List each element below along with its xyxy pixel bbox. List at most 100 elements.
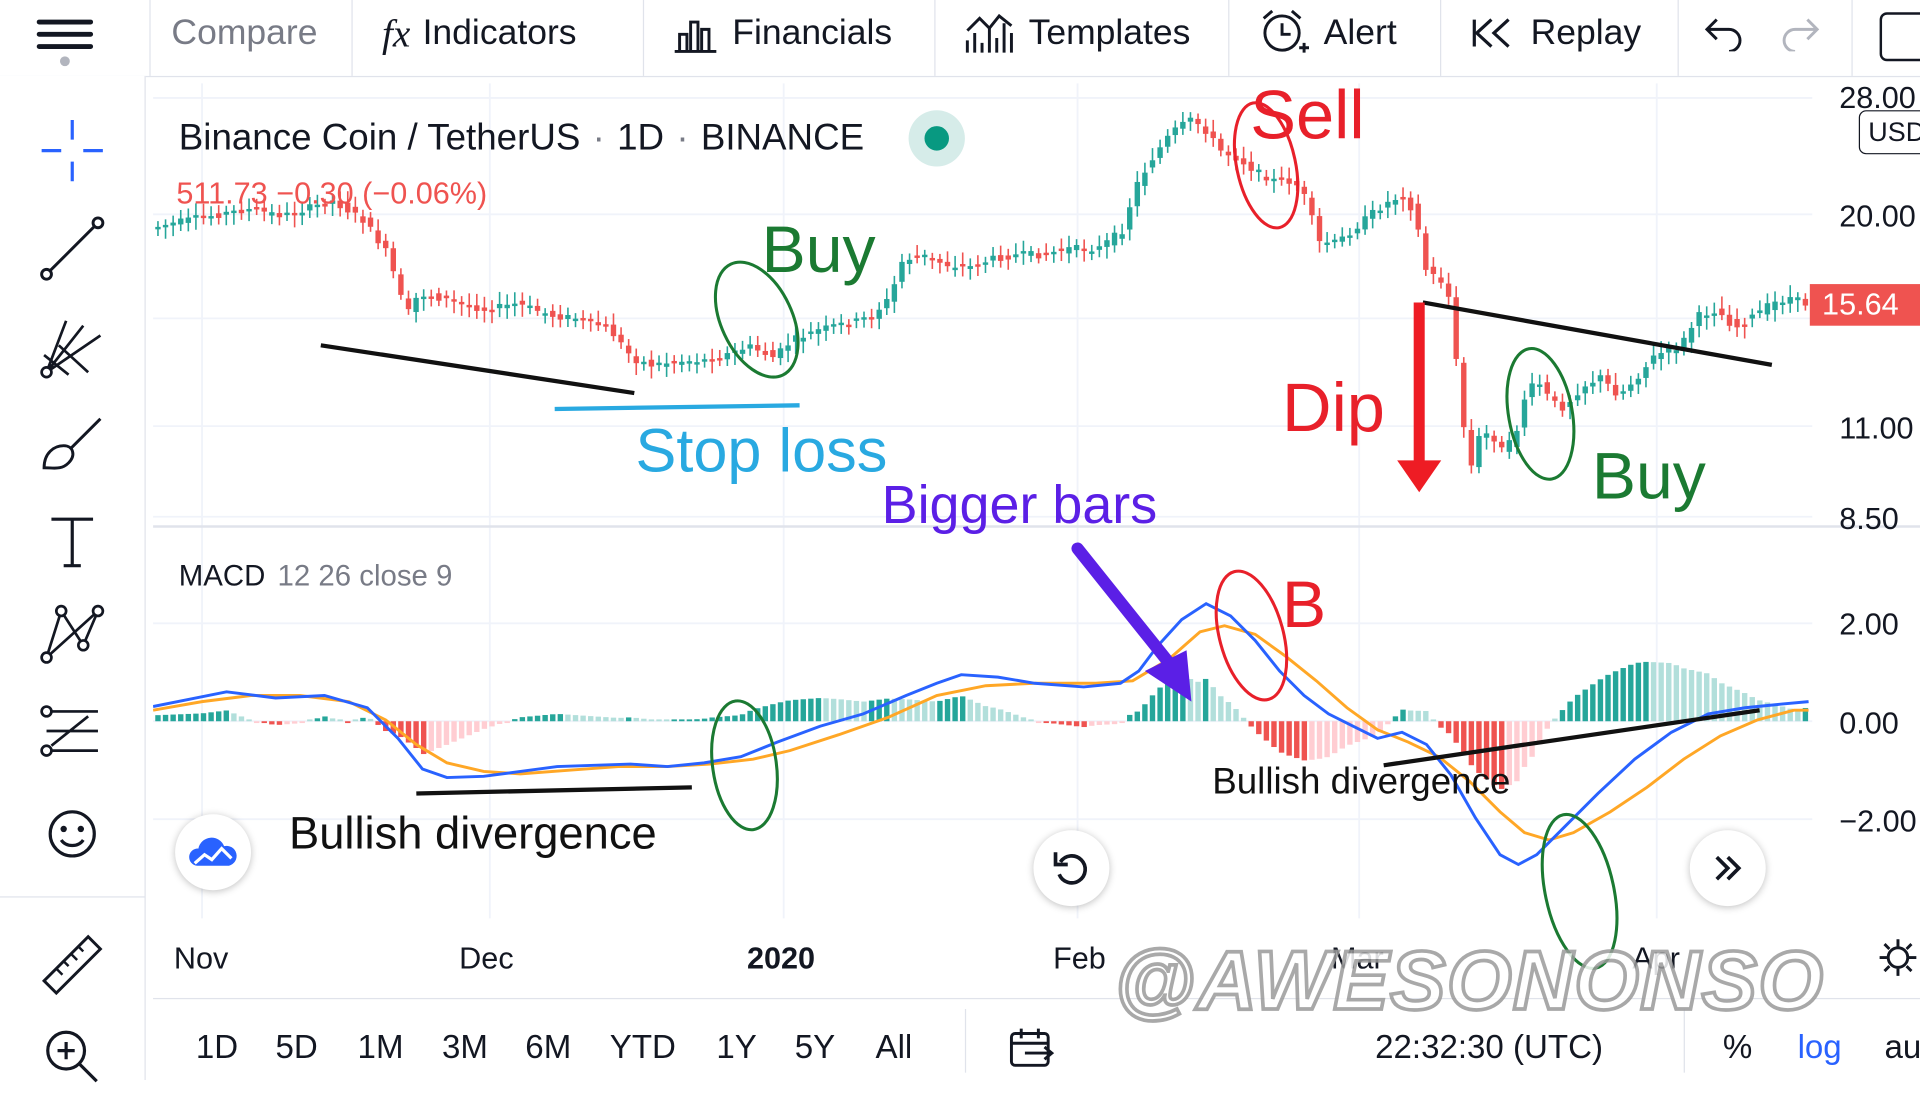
compare-button[interactable]: Compare: [171, 0, 317, 66]
indicators-button[interactable]: fx Indicators: [382, 0, 576, 66]
chart-pane[interactable]: Binance Coin / TetherUS · 1D · BINANCE 5…: [152, 76, 1920, 995]
histogram-bar: [1643, 661, 1649, 722]
candle-body: [200, 215, 207, 219]
macd-histogram: [155, 661, 1809, 789]
timeframe-all[interactable]: All: [875, 1028, 913, 1066]
trend-line-icon[interactable]: [34, 211, 110, 287]
candle-body: [1225, 151, 1232, 156]
reset-chart-button[interactable]: [1033, 830, 1110, 907]
candle-body: [1096, 246, 1103, 250]
drawing-toolbar: [0, 75, 146, 1083]
timeframe-5y[interactable]: 5Y: [794, 1028, 836, 1066]
scroll-to-realtime-button[interactable]: [1689, 830, 1766, 907]
settings-gear-icon[interactable]: [1877, 937, 1919, 979]
financials-button[interactable]: Financials: [671, 0, 892, 66]
candle-body: [1339, 236, 1345, 242]
currency-button[interactable]: USD: [1858, 110, 1920, 155]
market-status-icon[interactable]: [908, 110, 965, 167]
histogram-bar: [686, 719, 693, 722]
candle-body: [610, 324, 617, 337]
log-toggle[interactable]: log: [1797, 1028, 1842, 1066]
menu-button[interactable]: [36, 12, 94, 71]
fullscreen-button[interactable]: [1879, 12, 1920, 62]
cloud-logo-button[interactable]: [175, 814, 252, 891]
histogram-bar: [1597, 679, 1604, 722]
candle-body: [595, 322, 601, 326]
brush-icon[interactable]: [34, 407, 110, 483]
percent-toggle[interactable]: %: [1722, 1028, 1753, 1066]
crosshair-icon[interactable]: [34, 113, 110, 189]
candle-body: [1499, 441, 1505, 448]
date-range-icon[interactable]: [1008, 1026, 1057, 1070]
candle-body: [269, 212, 275, 216]
histogram-bar: [724, 716, 731, 722]
candle-body: [178, 218, 184, 225]
ruler-icon[interactable]: [34, 927, 110, 1003]
histogram-bar: [1347, 721, 1353, 745]
candle-body: [193, 215, 199, 218]
timeframe-5d[interactable]: 5D: [275, 1028, 318, 1066]
histogram-bar: [451, 721, 457, 742]
timeframe-1d[interactable]: 1D: [195, 1028, 239, 1066]
candle-body: [914, 255, 920, 258]
candle-body: [580, 318, 586, 321]
text-tool-icon[interactable]: [34, 504, 110, 580]
timeframe-3m[interactable]: 3M: [442, 1028, 488, 1066]
redo-button[interactable]: [1778, 0, 1822, 66]
undo-button[interactable]: [1702, 0, 1746, 66]
histogram-bar: [534, 715, 541, 722]
histogram-bar: [1028, 719, 1034, 722]
candle-body: [345, 202, 351, 213]
candle-body: [808, 331, 814, 334]
histogram-bar: [1726, 686, 1733, 722]
divergence-line: [416, 785, 692, 796]
histogram-bar: [580, 715, 586, 722]
buy-ellipse: [713, 260, 800, 379]
replay-button[interactable]: Replay: [1469, 0, 1641, 66]
histogram-bar: [291, 721, 298, 724]
emoji-icon[interactable]: [34, 796, 110, 872]
symbol-legend[interactable]: Binance Coin / TetherUS · 1D · BINANCE: [179, 110, 965, 167]
histogram-bar: [1673, 665, 1680, 722]
timeframe-6m[interactable]: 6M: [525, 1028, 572, 1066]
signal-line: [152, 624, 1809, 842]
candle-body: [1347, 235, 1353, 238]
fib-pitchfork-icon[interactable]: [34, 309, 110, 385]
candle-body: [785, 345, 791, 351]
candle-body: [1673, 350, 1680, 354]
histogram-bar: [701, 718, 708, 722]
time-tick: Feb: [1053, 941, 1106, 976]
histogram-bar: [1157, 687, 1163, 722]
macd-legend[interactable]: MACD 12 26 close 9: [179, 560, 453, 594]
candle-body: [663, 363, 670, 367]
utc-clock[interactable]: 22:32:30 (UTC): [1375, 1028, 1603, 1066]
divider: [964, 1008, 967, 1073]
zoom-in-icon[interactable]: [34, 1019, 110, 1095]
timeframe-1y[interactable]: 1Y: [716, 1028, 757, 1066]
pattern-icon[interactable]: [34, 596, 110, 672]
macd-line: [152, 601, 1809, 867]
bigger-bars-arrow: [1071, 542, 1182, 678]
prediction-icon[interactable]: [34, 694, 110, 770]
candle-body: [1696, 312, 1702, 327]
histogram-bar: [420, 721, 427, 755]
histogram-bar: [398, 721, 404, 738]
histogram-bar: [428, 721, 434, 752]
histogram-bar: [360, 717, 366, 722]
candle-body: [1043, 252, 1049, 256]
histogram-bar: [1506, 721, 1513, 786]
templates-button[interactable]: Templates: [962, 0, 1190, 66]
candle-body: [481, 307, 488, 311]
histogram-bar: [1172, 678, 1178, 722]
timeframe-1m[interactable]: 1M: [357, 1028, 404, 1066]
timeframe-ytd[interactable]: YTD: [609, 1028, 676, 1066]
candle-body: [314, 204, 321, 208]
candle-body: [717, 358, 723, 361]
candle-body: [291, 212, 298, 216]
histogram-bar: [815, 698, 822, 722]
alert-button[interactable]: Alert: [1258, 0, 1397, 66]
histogram-bar: [1795, 709, 1801, 722]
auto-toggle[interactable]: au: [1884, 1028, 1920, 1066]
chart-canvas[interactable]: [152, 83, 1920, 995]
candle-body: [550, 310, 556, 317]
